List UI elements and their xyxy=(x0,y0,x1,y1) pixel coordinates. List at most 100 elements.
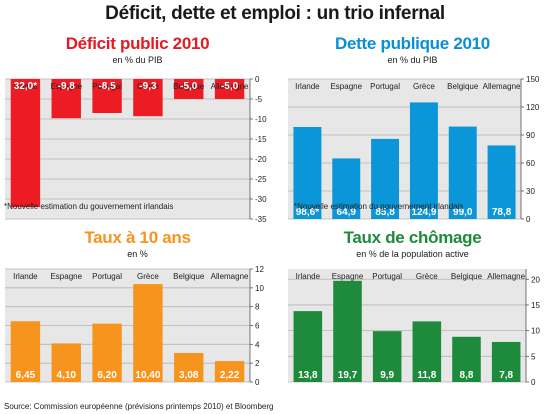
category-label: Belgique xyxy=(173,82,205,91)
y-tick-label: 2 xyxy=(255,359,260,368)
value-label: 6,45 xyxy=(16,370,36,381)
category-label: Portugal xyxy=(370,82,400,91)
value-label: 7,8 xyxy=(499,370,513,381)
bar-espagne xyxy=(51,343,81,382)
bar-irlande xyxy=(293,126,322,219)
value-label: 98,6* xyxy=(296,207,319,218)
value-label: 2,22 xyxy=(220,370,240,381)
category-label: Allemagne xyxy=(211,82,249,91)
category-label: Irlande xyxy=(296,272,321,281)
bar-portugal xyxy=(92,323,122,382)
y-tick-label: 6 xyxy=(255,322,260,331)
panel-subtitle-chomage: en % de la population active xyxy=(356,249,469,259)
y-tick-label: 5 xyxy=(531,352,536,361)
category-label: Portugal xyxy=(372,272,402,281)
value-label: 8,8 xyxy=(460,370,474,381)
panel-deficit: Déficit public 2010 en % du PIB 0 -5 -10 -1… xyxy=(0,32,275,224)
y-tick-label: 120 xyxy=(526,103,540,112)
bar-belgique xyxy=(174,352,204,382)
bar-grèce xyxy=(133,284,163,382)
category-label: Espagne xyxy=(332,272,364,281)
y-tick-label: -30 xyxy=(255,195,267,204)
category-label: Irlande xyxy=(13,272,38,281)
y-tick-label: 4 xyxy=(255,340,260,349)
value-label: 99,0 xyxy=(453,207,473,218)
category-label: Belgique xyxy=(447,82,479,91)
value-label: 32,0* xyxy=(14,81,37,92)
bar-irlande xyxy=(293,311,323,382)
value-label: -9,3 xyxy=(139,81,157,92)
value-label: 9,9 xyxy=(380,370,394,381)
y-tick-label: 12 xyxy=(255,265,264,274)
bar-belgique xyxy=(174,79,204,99)
category-label: Irlande xyxy=(295,82,320,91)
category-label: Belgique xyxy=(173,272,205,281)
bar-grèce xyxy=(133,79,163,117)
y-tick-label: 0 xyxy=(255,378,260,387)
y-tick-label: 10 xyxy=(531,327,540,336)
main-title: Déficit, dette et emploi : un trio infer… xyxy=(105,3,445,24)
bar-allemagne xyxy=(214,79,245,99)
y-tick-label: 90 xyxy=(526,131,535,140)
chart-taux: 0 2 4 6 8 10 12 Irlande 6,45 Espagne 4,10 Portugal 6… xyxy=(5,265,264,387)
bar-belgique xyxy=(452,336,481,382)
category-label: Allemagne xyxy=(211,272,249,281)
plot-background xyxy=(288,79,521,219)
value-label: 124,9 xyxy=(411,207,436,218)
y-tick-label: -20 xyxy=(255,155,267,164)
bar-grèce xyxy=(409,102,438,219)
bar-grèce xyxy=(412,321,442,382)
y-tick-label: 10 xyxy=(255,284,264,293)
bar-belgique xyxy=(448,126,477,219)
value-label: 10,40 xyxy=(135,370,160,381)
category-label: Belgique xyxy=(451,272,483,281)
y-tick-label: -10 xyxy=(255,115,267,124)
chart-dette: 0 30 60 90 120 150 Irlande 98,6* Espagne 64,9 Port… xyxy=(288,75,540,224)
value-label: -5,0 xyxy=(221,81,239,92)
panel-dette: Dette publique 2010 en % du PIB 0 30 60 90 1… xyxy=(275,32,550,224)
value-label: -8,5 xyxy=(98,81,116,92)
category-label: Grèce xyxy=(416,272,438,281)
category-label: Grèce xyxy=(137,82,159,91)
value-label: 19,7 xyxy=(338,370,358,381)
value-label: 78,8 xyxy=(492,207,512,218)
value-label: 6,20 xyxy=(97,370,117,381)
y-tick-label: 30 xyxy=(526,187,535,196)
bar-portugal xyxy=(372,331,402,382)
bar-espagne xyxy=(333,280,362,382)
source-note: Source: Commission européenne (prévision… xyxy=(4,402,274,411)
value-label: 85,8 xyxy=(375,207,395,218)
plot-background xyxy=(5,79,250,219)
y-tick-label: 0 xyxy=(531,378,536,387)
y-tick-label: -25 xyxy=(255,175,267,184)
category-label: Allemagne xyxy=(487,272,525,281)
category-label: Espagne xyxy=(330,82,362,91)
y-tick-label: 0 xyxy=(526,215,531,224)
category-label: Allemagne xyxy=(483,82,521,91)
bar-espagne xyxy=(332,158,361,219)
panel-title-taux: Taux à 10 ans xyxy=(84,228,191,247)
bar-allemagne xyxy=(214,361,245,382)
y-tick-label: 15 xyxy=(531,301,540,310)
panel-title-chomage: Taux de chômage xyxy=(343,228,482,247)
y-tick-label: 8 xyxy=(255,303,260,312)
category-label: Espagne xyxy=(50,82,82,91)
bar-irlande xyxy=(10,79,41,207)
footnote-dette: *Nouvelle estimation du gouvernement irl… xyxy=(294,202,464,211)
panel-title-deficit: Déficit public 2010 xyxy=(65,34,210,53)
bar-espagne xyxy=(51,79,81,119)
panel-subtitle-deficit: en % du PIB xyxy=(112,55,163,65)
y-tick-label: 60 xyxy=(526,159,535,168)
bar-portugal xyxy=(92,79,122,113)
value-label: 11,8 xyxy=(417,370,436,381)
panel-subtitle-dette: en % du PIB xyxy=(387,55,438,65)
y-tick-label: 0 xyxy=(255,75,260,84)
category-label: Grèce xyxy=(137,272,159,281)
value-label: -5,0 xyxy=(180,81,198,92)
panel-chomage: Taux de chômage en % de la population ac… xyxy=(275,226,550,402)
chart-chomage: 0 5 10 15 20 Irlande 13,8 Espagne 19,7 Portugal 9,… xyxy=(288,269,540,387)
bar-allemagne xyxy=(487,145,516,219)
category-label: Grèce xyxy=(413,82,435,91)
y-tick-label: 20 xyxy=(531,275,540,284)
